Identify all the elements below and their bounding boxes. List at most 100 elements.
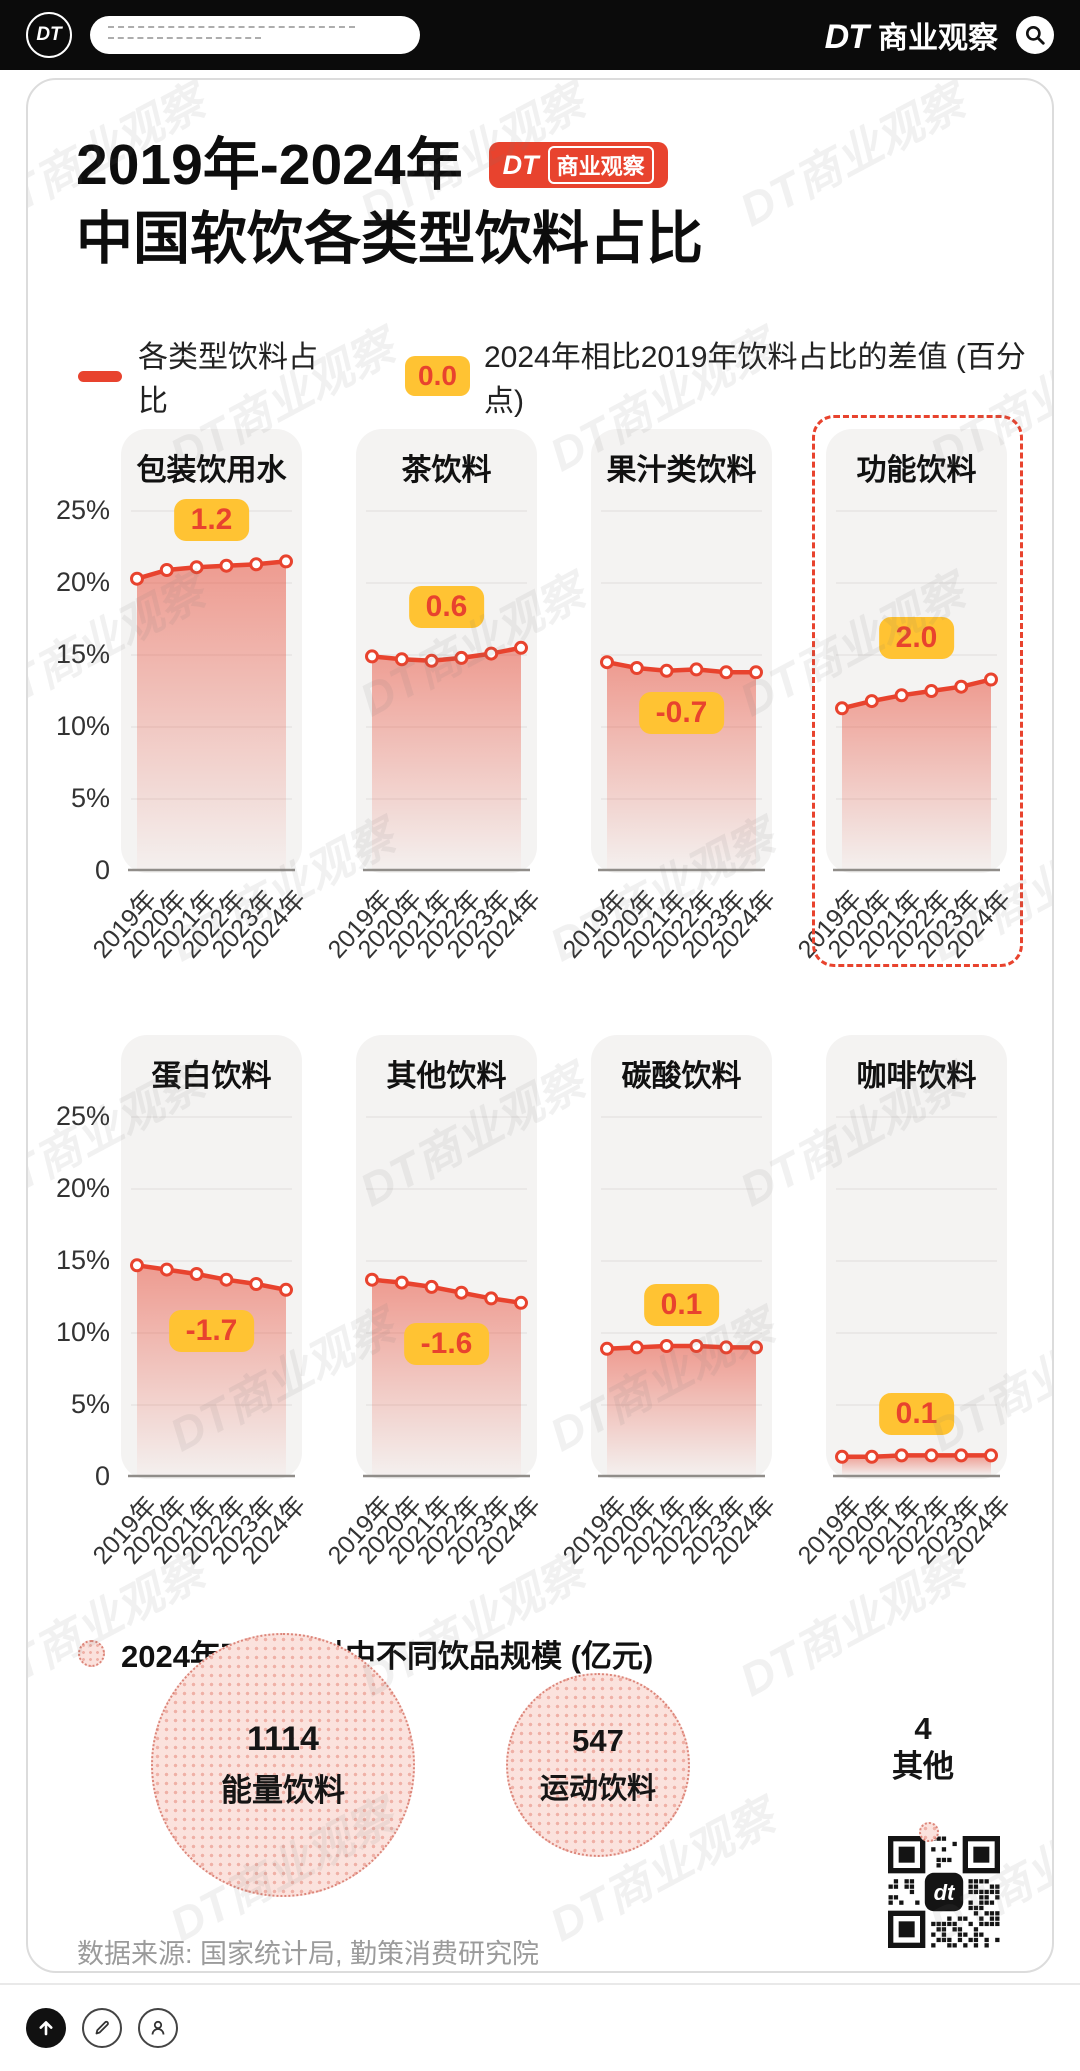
dt-logo-text: DT bbox=[36, 24, 62, 45]
bubble-value: 547 bbox=[572, 1722, 624, 1758]
diff-badge: 0.1 bbox=[878, 1393, 955, 1436]
diff-badge: -1.6 bbox=[403, 1322, 490, 1365]
line-chart-plot bbox=[128, 1116, 295, 1478]
y-axis-tick: 25% bbox=[55, 1101, 110, 1131]
dt-brand-badge: DT 商业观察 bbox=[488, 142, 668, 188]
diff-badge-sample: 0.0 bbox=[405, 356, 470, 396]
y-axis-tick: 0 bbox=[94, 855, 110, 885]
diff-badge: -1.7 bbox=[168, 1309, 255, 1352]
line-chart-plot bbox=[833, 510, 1000, 872]
mini-chart-cell: 功能饮料 2.0 2019年 2020年 2021年 2022年 2023年 2024年 bbox=[793, 415, 1023, 979]
mini-chart-cell: 蛋白饮料 -1.7 2019年 2020年 2021年 2022年 2023年 2024年 bbox=[88, 1035, 311, 1585]
dt-badge-logo: DT bbox=[502, 149, 539, 180]
chart-panel: 果汁类饮料 -0.7 bbox=[591, 429, 772, 873]
chart-title: 其他饮料 bbox=[386, 1060, 507, 1093]
chart-row-top: 25% 20% 15% 10% 5% 0 包装饮用水 1.2 2019年 2020年 2021年 2… bbox=[28, 415, 1052, 979]
mini-chart-cell: 果汁类饮料 -0.7 2019年 2020年 2021年 2022年 2023年 2024年 bbox=[558, 429, 781, 979]
diff-badge: 2.0 bbox=[878, 617, 955, 660]
chart-panel: 茶饮料 0.6 bbox=[356, 429, 537, 873]
line-chart-plot bbox=[598, 510, 765, 872]
y-axis-tick: 15% bbox=[55, 639, 110, 669]
y-axis-tick: 0 bbox=[94, 1461, 110, 1491]
chart-panel: 碳酸饮料 0.1 bbox=[591, 1035, 772, 1479]
chart-title: 茶饮料 bbox=[401, 454, 492, 487]
top-bar: DT DT 商业观察 bbox=[0, 0, 1080, 70]
placeholder-line bbox=[108, 26, 355, 28]
brand-dt-text: DT bbox=[824, 18, 869, 56]
y-axis-tick: 10% bbox=[55, 1317, 110, 1347]
arrow-up-icon bbox=[39, 2021, 53, 2036]
line-chart-plot bbox=[363, 1116, 530, 1478]
y-axis-tick: 5% bbox=[70, 783, 110, 813]
diff-badge: 1.2 bbox=[173, 499, 250, 542]
chart-row-bottom: 25% 20% 15% 10% 5% 0 蛋白饮料 -1.7 2019年 2020年 2021年 2… bbox=[28, 1035, 1052, 1585]
y-axis-tick: 20% bbox=[55, 1173, 110, 1203]
mini-chart-cell: 其他饮料 -1.6 2019年 2020年 2021年 2022年 2023年 2024年 bbox=[323, 1035, 546, 1585]
edit-button[interactable] bbox=[82, 2008, 122, 2048]
bubble-label: 其他 bbox=[892, 1749, 954, 1784]
qr-code: dt bbox=[888, 1836, 1000, 1948]
bottom-toolbar bbox=[0, 1983, 1080, 2071]
person-icon bbox=[151, 2020, 165, 2035]
bubble-label: 能量饮料 bbox=[221, 1773, 345, 1808]
diff-badge: 0.6 bbox=[408, 585, 485, 628]
mini-chart-cell: 茶饮料 0.6 2019年 2020年 2021年 2022年 2023年 2024年 bbox=[323, 429, 546, 979]
placeholder-line bbox=[108, 37, 261, 39]
diff-description: 2024年相比2019年饮料占比的差值 (百分点) bbox=[483, 341, 1026, 418]
line-chart-plot bbox=[598, 1116, 765, 1478]
legend-row: 各类型饮料占比 0.0 2024年相比2019年饮料占比的差值 (百分点) bbox=[78, 332, 1052, 420]
y-axis-tick: 20% bbox=[55, 567, 110, 597]
highlight-dashed-border bbox=[812, 415, 1023, 967]
chart-title: 咖啡饮料 bbox=[856, 1060, 977, 1093]
chart-title: 果汁类饮料 bbox=[606, 454, 757, 487]
bubble-energy: 1114 能量饮料 bbox=[151, 1633, 415, 1897]
y-axis-tick: 5% bbox=[70, 1389, 110, 1419]
search-icon bbox=[1025, 25, 1045, 45]
page-title-line1: 2019年-2024年 bbox=[76, 133, 463, 197]
bubble-label: 运动饮料 bbox=[539, 1772, 656, 1805]
pencil-icon bbox=[95, 2020, 109, 2035]
bubble-other-caption: 4 其他 bbox=[858, 1710, 988, 1786]
bubble-value: 1114 bbox=[247, 1720, 319, 1758]
chart-title: 功能饮料 bbox=[856, 454, 977, 487]
chart-panel: 其他饮料 -1.6 bbox=[356, 1035, 537, 1479]
chart-panel: 咖啡饮料 0.1 bbox=[826, 1035, 1007, 1479]
diff-badge: 0.1 bbox=[643, 1283, 720, 1326]
profile-button[interactable] bbox=[138, 2008, 178, 2048]
chart-panel: 包装饮用水 1.2 bbox=[121, 429, 302, 873]
bubble-legend-icon bbox=[78, 1640, 105, 1667]
chart-title: 包装饮用水 bbox=[136, 454, 287, 487]
line-chart-plot bbox=[833, 1116, 1000, 1478]
y-axis-tick: 10% bbox=[55, 711, 110, 741]
svg-text:dt: dt bbox=[934, 1880, 956, 1905]
line-chart-plot bbox=[128, 510, 295, 872]
y-axis-tick: 25% bbox=[55, 495, 110, 525]
line-chart-plot bbox=[363, 510, 530, 872]
brand-logo: DT 商业观察 bbox=[825, 13, 998, 57]
source-note: 数据来源: 国家统计局, 勤策消费研究院 bbox=[77, 1939, 540, 1969]
mini-chart-cell: 碳酸饮料 0.1 2019年 2020年 2021年 2022年 2023年 2024年 bbox=[558, 1035, 781, 1585]
search-button[interactable] bbox=[1016, 16, 1054, 54]
chart-title: 蛋白饮料 bbox=[151, 1060, 272, 1093]
mini-chart-cell: 包装饮用水 1.2 2019年 2020年 2021年 2022年 2023年 2024年 bbox=[88, 429, 311, 979]
bubble-value: 4 bbox=[914, 1711, 932, 1746]
line-series-label: 各类型饮料占比 bbox=[138, 341, 318, 418]
diff-badge: -0.7 bbox=[638, 692, 725, 735]
search-input[interactable] bbox=[90, 16, 420, 54]
y-axis-tick: 15% bbox=[55, 1245, 110, 1275]
title-block: 2019年-2024年 DT 商业观察 中国软饮各类型饮料占比 bbox=[28, 80, 1052, 276]
bubble-other bbox=[919, 1822, 939, 1842]
page-title-line2: 中国软饮各类型饮料占比 bbox=[76, 207, 703, 271]
line-series-swatch bbox=[78, 370, 122, 382]
chart-panel: 蛋白饮料 -1.7 bbox=[121, 1035, 302, 1479]
infographic-card: 2019年-2024年 DT 商业观察 中国软饮各类型饮料占比 各类型饮料占比 … bbox=[26, 78, 1054, 1973]
scroll-top-button[interactable] bbox=[26, 2008, 66, 2048]
bubble-sport: 547 运动饮料 bbox=[505, 1672, 691, 1858]
mini-chart-cell: 咖啡饮料 0.1 2019年 2020年 2021年 2022年 2023年 2024年 bbox=[793, 1035, 1016, 1585]
chart-panel: 功能饮料 2.0 bbox=[826, 429, 1007, 873]
card-content: 2019年-2024年 DT 商业观察 中国软饮各类型饮料占比 各类型饮料占比 … bbox=[28, 80, 1052, 1971]
brand-name-text: 商业观察 bbox=[878, 22, 998, 55]
dt-logo-button[interactable]: DT bbox=[26, 12, 72, 58]
chart-title: 碳酸饮料 bbox=[621, 1060, 742, 1093]
dt-badge-name: 商业观察 bbox=[547, 146, 654, 184]
